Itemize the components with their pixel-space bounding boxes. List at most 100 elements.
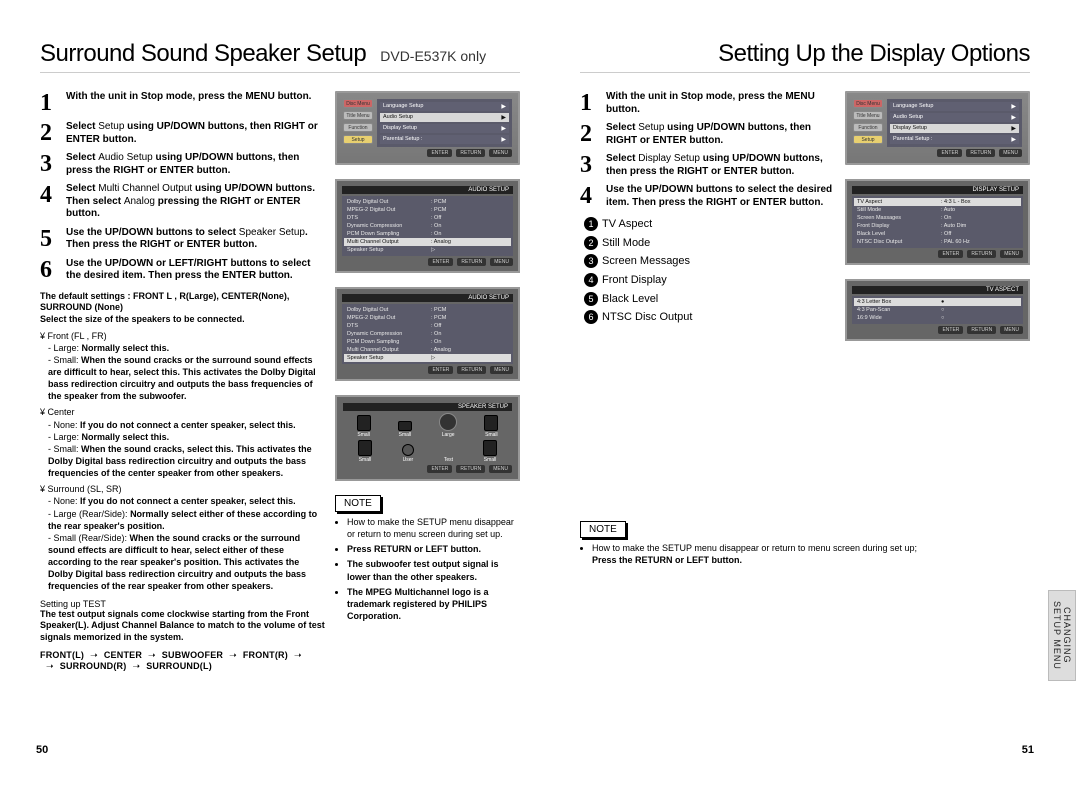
group-item: - Large: Normally select this. — [48, 431, 325, 443]
menu-side-item: Title Menu — [343, 111, 373, 120]
btn-menu: MENU — [1000, 326, 1023, 334]
option-number-icon: 1 — [584, 217, 598, 231]
menu-row: Language Setup▶ — [380, 102, 509, 111]
detail-row: 4:3 Letter Box● — [854, 298, 1021, 306]
flow-node: CENTER — [104, 650, 142, 660]
speaker-sr: Small — [483, 440, 497, 463]
left-text-col: 1 With the unit in Stop mode, press the … — [40, 91, 325, 672]
btn-menu: MENU — [490, 258, 513, 266]
step-number: 3 — [580, 153, 600, 178]
menu-row: Audio Setup▶ — [890, 113, 1019, 122]
detail-row: PCM Down Sampling: On — [344, 230, 511, 238]
flow-node: FRONT(R) — [243, 650, 288, 660]
menu-side-item: Title Menu — [853, 111, 883, 120]
btn-return: RETURN — [967, 326, 996, 334]
menu-screenshot-right: Disc Menu Title Menu Function Setup Language… — [845, 91, 1030, 165]
group-item: - None: If you do not connect a center s… — [48, 419, 325, 431]
side-tab: CHANGINGSETUP MENU — [1048, 590, 1076, 681]
group-item: - Small: When the sound cracks or the su… — [48, 354, 325, 403]
left-page: Surround Sound Speaker Setup DVD-E537K o… — [30, 40, 530, 760]
right-img-col: Disc Menu Title Menu Function Setup Language… — [845, 91, 1030, 341]
arrow-icon: ➝ — [90, 650, 98, 661]
step-number: 6 — [40, 258, 60, 283]
detail-row: Dynamic Compression: On — [344, 330, 511, 338]
menu-side-item: Function — [853, 123, 883, 132]
detail-row: Dolby Digital Out: PCM — [344, 198, 511, 206]
detail-row: Still Mode: Auto — [854, 206, 1021, 214]
note-item: The subwoofer test output signal is lowe… — [347, 558, 520, 582]
right-title-row: Setting Up the Display Options — [580, 40, 1030, 73]
note-label: NOTE — [335, 495, 381, 512]
audio-screenshot-1: AUDIO SETUP Dolby Digital Out: PCMMPEG-2… — [335, 179, 520, 273]
signal-flow: FRONT(L)➝CENTER➝SUBWOOFER➝FRONT(R)➝➝SURR… — [40, 650, 325, 672]
detail-row: Multi Channel Output: Analog — [344, 238, 511, 246]
speaker-group: ¥ Front (FL , FR)- Large: Normally selec… — [40, 330, 325, 403]
option-number-icon: 2 — [584, 236, 598, 250]
detail-row: Front Display: Auto Dim — [854, 222, 1021, 230]
btn-menu: MENU — [999, 149, 1022, 157]
group-label: ¥ Front (FL , FR) — [40, 330, 325, 342]
detail-row: Screen Massages: On — [854, 214, 1021, 222]
page-number-right: 51 — [1022, 744, 1034, 756]
menu-side-item: Disc Menu — [343, 99, 373, 108]
shot-title: SPEAKER SETUP — [343, 403, 512, 411]
option-item: 6NTSC Disc Output — [584, 308, 835, 327]
btn-enter: ENTER — [428, 366, 453, 374]
flow-node: FRONT(L) — [40, 650, 84, 660]
step-number: 4 — [580, 184, 600, 209]
step-number: 4 — [40, 183, 60, 221]
menu-row: Language Setup▶ — [890, 102, 1019, 111]
left-two-col: 1 With the unit in Stop mode, press the … — [40, 91, 520, 672]
step-text: Select Setup using UP/DOWN buttons, then… — [606, 122, 835, 147]
left-note: NOTE How to make the SETUP menu disappea… — [335, 495, 520, 625]
btn-return: RETURN — [456, 149, 485, 157]
btn-enter: ENTER — [938, 326, 963, 334]
test-title: Setting up TEST — [40, 599, 325, 609]
speaker-fr: Small — [484, 415, 498, 438]
step: 1 With the unit in Stop mode, press the … — [580, 91, 835, 116]
menu-row: Parental Setup :▶ — [890, 135, 1019, 144]
btn-return: RETURN — [967, 250, 996, 258]
right-two-col: 1 With the unit in Stop mode, press the … — [580, 91, 1030, 341]
note-item: The MPEG Multichannel logo is a trademar… — [347, 586, 520, 622]
menu-row: Display Setup▶ — [890, 124, 1019, 133]
btn-enter: ENTER — [428, 258, 453, 266]
menu-row: Display Setup▶ — [380, 124, 509, 133]
right-note-list: How to make the SETUP menu disappear or … — [580, 542, 1030, 566]
step-text: Select Display Setup using UP/DOWN butto… — [606, 153, 835, 178]
btn-return: RETURN — [457, 258, 486, 266]
option-label: NTSC Disc Output — [602, 311, 692, 323]
step-text: Use the UP/DOWN buttons to select the de… — [606, 184, 835, 209]
step-text: Use the UP/DOWN or LEFT/RIGHT buttons to… — [66, 258, 325, 283]
option-item: 1 TV Aspect — [584, 215, 835, 234]
step: 3 Select Display Setup using UP/DOWN but… — [580, 153, 835, 178]
flow-node: SURROUND(L) — [146, 661, 212, 671]
step-number: 2 — [40, 121, 60, 146]
detail-row: 4:3 Pan-Scan○ — [854, 306, 1021, 314]
shot-title: AUDIO SETUP — [342, 294, 513, 302]
step: 3 Select Audio Setup using UP/DOWN butto… — [40, 152, 325, 177]
step-text: With the unit in Stop mode, press the ME… — [66, 91, 325, 115]
step-number: 1 — [40, 91, 60, 115]
right-page: Setting Up the Display Options 1 With th… — [570, 40, 1040, 760]
menu-side-item: Disc Menu — [853, 99, 883, 108]
arrow-icon: ➝ — [46, 661, 54, 672]
btn-enter: ENTER — [427, 149, 452, 157]
test-body: The test output signals come clockwise s… — [40, 609, 325, 644]
menu-side-item: Setup — [853, 135, 883, 144]
detail-row: Speaker Setup▷ — [344, 246, 511, 254]
shot-title: DISPLAY SETUP — [852, 186, 1023, 194]
option-label: TV Aspect — [602, 218, 652, 230]
step-text: Select Setup using UP/DOWN buttons, then… — [66, 121, 325, 146]
step: 2 Select Setup using UP/DOWN buttons, th… — [580, 122, 835, 147]
left-note-list: How to make the SETUP menu disappear or … — [335, 516, 520, 622]
speaker-group: ¥ Center- None: If you do not connect a … — [40, 406, 325, 479]
detail-row: PCM Down Sampling: On — [344, 338, 511, 346]
option-item: 4Front Display — [584, 271, 835, 290]
speaker-user: User — [402, 444, 414, 463]
step-text: Select Multi Channel Output using UP/DOW… — [66, 183, 325, 221]
step: 6 Use the UP/DOWN or LEFT/RIGHT buttons … — [40, 258, 325, 283]
step: 4 Use the UP/DOWN buttons to select the … — [580, 184, 835, 209]
step: 4 Select Multi Channel Output using UP/D… — [40, 183, 325, 221]
detail-row: MPEG-2 Digital Out: PCM — [344, 206, 511, 214]
